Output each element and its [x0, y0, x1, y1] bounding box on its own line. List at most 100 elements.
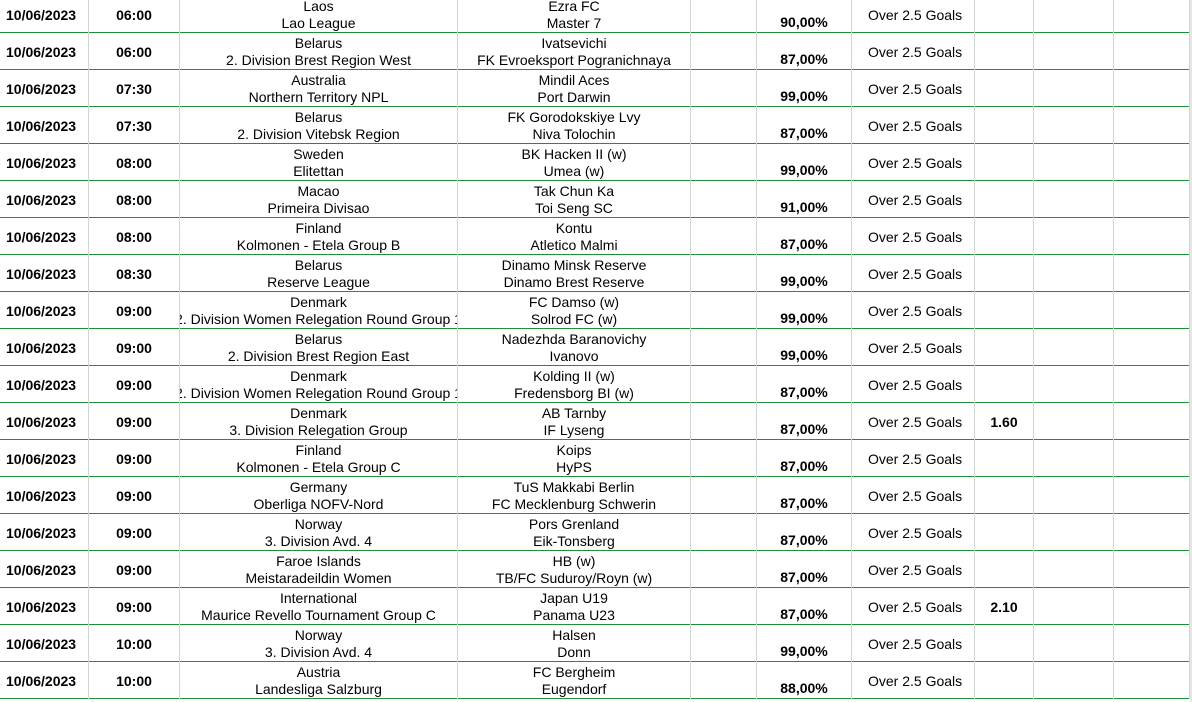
league-cell[interactable]: Macao Primeira Divisao: [180, 181, 458, 218]
empty-cell[interactable]: [1034, 255, 1114, 292]
league-cell[interactable]: Austria Landesliga Salzburg: [180, 662, 458, 699]
empty-cell[interactable]: [1034, 625, 1114, 662]
prediction-cell[interactable]: Over 2.5 Goals: [852, 329, 975, 366]
match-cell[interactable]: Pors Grenland Eik-Tonsberg: [458, 514, 691, 551]
date-cell[interactable]: 10/06/2023: [0, 366, 89, 403]
prediction-cell[interactable]: Over 2.5 Goals: [852, 662, 975, 699]
time-cell[interactable]: 08:00: [89, 218, 180, 255]
empty-cell[interactable]: [1034, 218, 1114, 255]
prediction-cell[interactable]: Over 2.5 Goals: [852, 440, 975, 477]
league-cell[interactable]: Faroe Islands Meistaradeildin Women: [180, 551, 458, 588]
time-cell[interactable]: 09:00: [89, 329, 180, 366]
odds-cell[interactable]: [975, 70, 1034, 107]
empty-cell[interactable]: [1034, 440, 1114, 477]
time-cell[interactable]: 07:30: [89, 107, 180, 144]
empty-cell[interactable]: [1034, 292, 1114, 329]
vertical-scrollbar[interactable]: [1190, 0, 1192, 702]
probability-cell[interactable]: 99,00%: [757, 329, 852, 366]
match-cell[interactable]: Dinamo Minsk Reserve Dinamo Brest Reserve: [458, 255, 691, 292]
probability-cell[interactable]: 99,00%: [757, 70, 852, 107]
league-cell[interactable]: Belarus 2. Division Brest Region West: [180, 33, 458, 70]
date-cell[interactable]: 10/06/2023: [0, 33, 89, 70]
odds-cell[interactable]: [975, 33, 1034, 70]
empty-cell[interactable]: [1034, 33, 1114, 70]
empty-cell[interactable]: [691, 33, 757, 70]
league-cell[interactable]: Denmark 2. Division Women Relegation Roun…: [180, 366, 458, 403]
empty-cell[interactable]: [691, 144, 757, 181]
league-cell[interactable]: Laos Lao League: [180, 0, 458, 33]
date-cell[interactable]: 10/06/2023: [0, 329, 89, 366]
date-cell[interactable]: 10/06/2023: [0, 551, 89, 588]
match-cell[interactable]: Kolding II (w) Fredensborg BI (w): [458, 366, 691, 403]
empty-cell[interactable]: [691, 551, 757, 588]
probability-cell[interactable]: 87,00%: [757, 403, 852, 440]
prediction-cell[interactable]: Over 2.5 Goals: [852, 292, 975, 329]
empty-cell[interactable]: [691, 218, 757, 255]
league-cell[interactable]: Belarus 2. Division Brest Region East: [180, 329, 458, 366]
date-cell[interactable]: 10/06/2023: [0, 255, 89, 292]
probability-cell[interactable]: 87,00%: [757, 440, 852, 477]
probability-cell[interactable]: 99,00%: [757, 144, 852, 181]
league-cell[interactable]: Belarus Reserve League: [180, 255, 458, 292]
empty-cell[interactable]: [691, 292, 757, 329]
empty-cell[interactable]: [691, 0, 757, 33]
probability-cell[interactable]: 99,00%: [757, 292, 852, 329]
match-cell[interactable]: Mindil Aces Port Darwin: [458, 70, 691, 107]
league-cell[interactable]: Denmark 3. Division Relegation Group: [180, 403, 458, 440]
empty-cell[interactable]: [691, 181, 757, 218]
empty-cell[interactable]: [691, 514, 757, 551]
date-cell[interactable]: 10/06/2023: [0, 0, 89, 33]
probability-cell[interactable]: 87,00%: [757, 366, 852, 403]
empty-cell[interactable]: [691, 403, 757, 440]
probability-cell[interactable]: 87,00%: [757, 218, 852, 255]
odds-cell[interactable]: [975, 662, 1034, 699]
odds-cell[interactable]: [975, 440, 1034, 477]
empty-cell[interactable]: [691, 329, 757, 366]
prediction-cell[interactable]: Over 2.5 Goals: [852, 181, 975, 218]
empty-cell[interactable]: [1114, 33, 1190, 70]
empty-cell[interactable]: [1034, 514, 1114, 551]
match-cell[interactable]: FC Damso (w) Solrod FC (w): [458, 292, 691, 329]
empty-cell[interactable]: [1034, 0, 1114, 33]
empty-cell[interactable]: [1114, 514, 1190, 551]
odds-cell[interactable]: [975, 625, 1034, 662]
time-cell[interactable]: 10:00: [89, 662, 180, 699]
date-cell[interactable]: 10/06/2023: [0, 181, 89, 218]
time-cell[interactable]: 09:00: [89, 403, 180, 440]
empty-cell[interactable]: [1034, 551, 1114, 588]
odds-cell[interactable]: [975, 107, 1034, 144]
empty-cell[interactable]: [1114, 292, 1190, 329]
time-cell[interactable]: 08:30: [89, 255, 180, 292]
date-cell[interactable]: 10/06/2023: [0, 440, 89, 477]
empty-cell[interactable]: [1114, 551, 1190, 588]
empty-cell[interactable]: [1114, 255, 1190, 292]
prediction-cell[interactable]: Over 2.5 Goals: [852, 107, 975, 144]
prediction-cell[interactable]: Over 2.5 Goals: [852, 551, 975, 588]
league-cell[interactable]: Denmark 2. Division Women Relegation Roun…: [180, 292, 458, 329]
time-cell[interactable]: 09:00: [89, 588, 180, 625]
odds-cell[interactable]: [975, 0, 1034, 33]
probability-cell[interactable]: 87,00%: [757, 588, 852, 625]
probability-cell[interactable]: 91,00%: [757, 181, 852, 218]
empty-cell[interactable]: [1034, 144, 1114, 181]
prediction-cell[interactable]: Over 2.5 Goals: [852, 625, 975, 662]
match-cell[interactable]: Ezra FC Master 7: [458, 0, 691, 33]
time-cell[interactable]: 09:00: [89, 514, 180, 551]
time-cell[interactable]: 10:00: [89, 625, 180, 662]
empty-cell[interactable]: [1034, 107, 1114, 144]
prediction-cell[interactable]: Over 2.5 Goals: [852, 218, 975, 255]
prediction-cell[interactable]: Over 2.5 Goals: [852, 477, 975, 514]
date-cell[interactable]: 10/06/2023: [0, 218, 89, 255]
league-cell[interactable]: Belarus 2. Division Vitebsk Region: [180, 107, 458, 144]
league-cell[interactable]: Australia Northern Territory NPL: [180, 70, 458, 107]
odds-cell[interactable]: 2.10: [975, 588, 1034, 625]
probability-cell[interactable]: 99,00%: [757, 625, 852, 662]
date-cell[interactable]: 10/06/2023: [0, 625, 89, 662]
time-cell[interactable]: 08:00: [89, 144, 180, 181]
empty-cell[interactable]: [1114, 181, 1190, 218]
empty-cell[interactable]: [691, 70, 757, 107]
time-cell[interactable]: 07:30: [89, 70, 180, 107]
empty-cell[interactable]: [1114, 70, 1190, 107]
time-cell[interactable]: 09:00: [89, 292, 180, 329]
date-cell[interactable]: 10/06/2023: [0, 403, 89, 440]
